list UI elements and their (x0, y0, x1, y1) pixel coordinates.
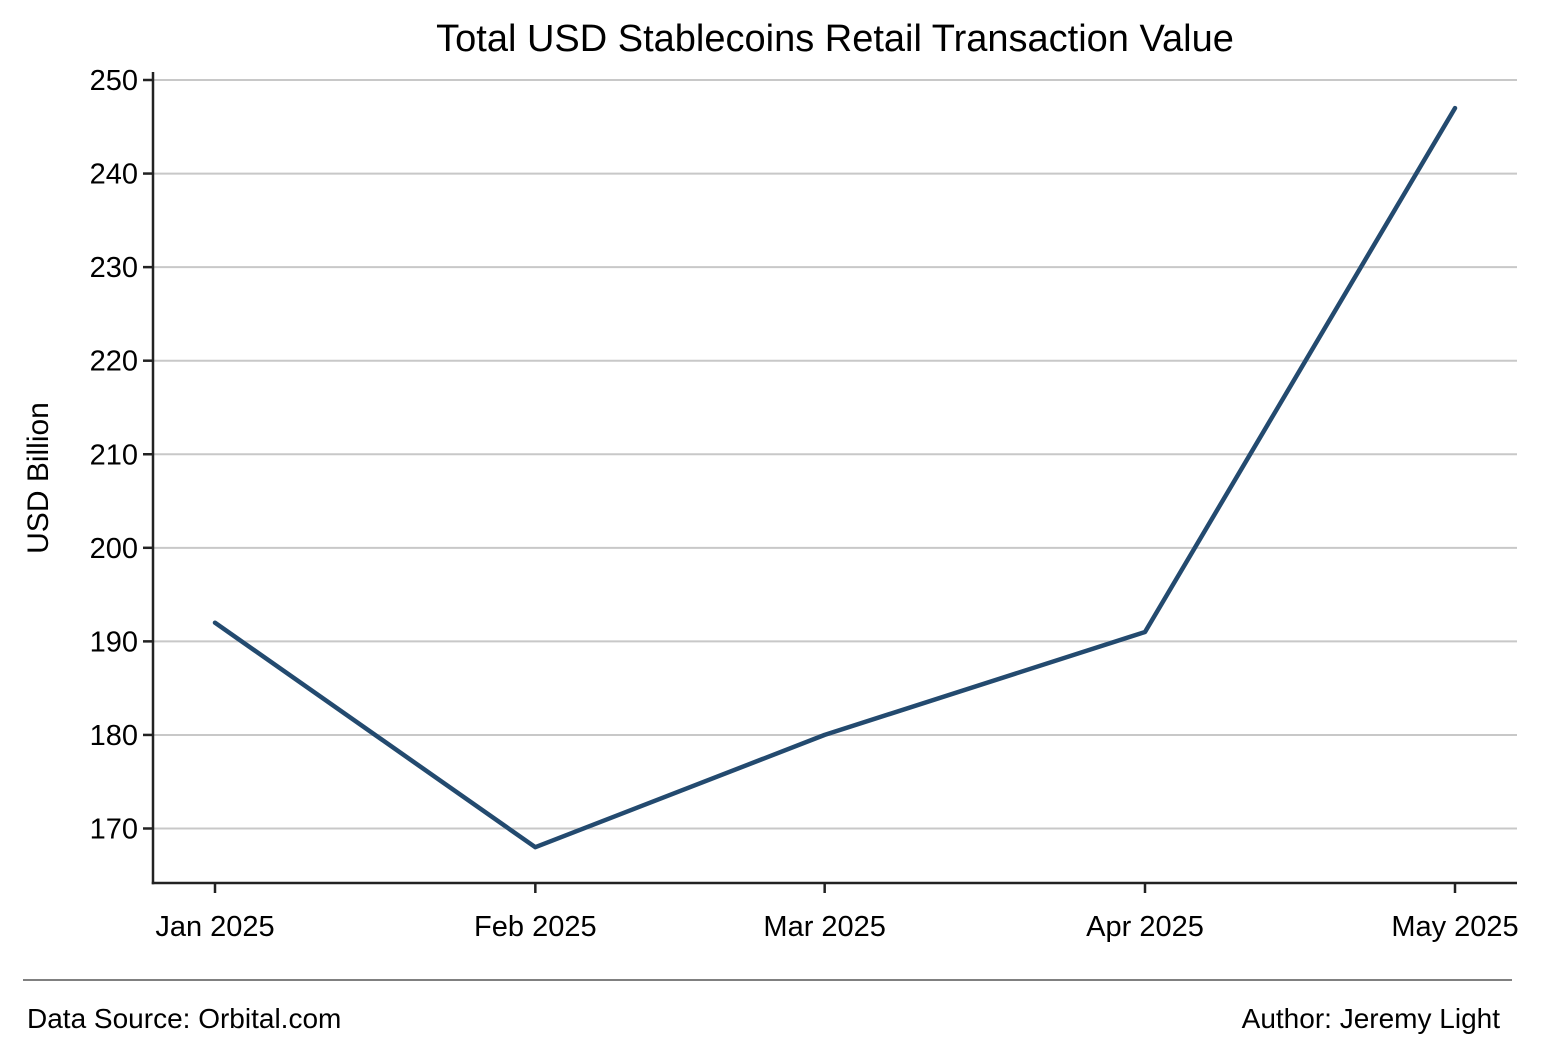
chart-title: Total USD Stablecoins Retail Transaction… (436, 18, 1234, 60)
y-tick-label: 200 (90, 533, 138, 565)
y-tick-label: 180 (90, 720, 138, 752)
y-tick-label: 240 (90, 159, 138, 191)
y-tick-label: 210 (90, 439, 138, 471)
y-tick-label: 230 (90, 252, 138, 284)
footer-divider (23, 979, 1512, 981)
x-tick-label: Apr 2025 (1086, 911, 1204, 943)
x-tick-label: Mar 2025 (763, 911, 886, 943)
x-tick-label: Feb 2025 (474, 911, 597, 943)
axes (151, 72, 1517, 885)
data-source-note: Data Source: Orbital.com (27, 1003, 342, 1034)
ticks: 170 180 190 200 210 220 230 240 250 Jan 2025 Feb 2… (90, 65, 1519, 943)
author-note: Author: Jeremy Light (1241, 1003, 1500, 1034)
y-tick-label: 190 (90, 626, 138, 658)
gridlines (153, 79, 1517, 830)
y-tick-label: 220 (90, 346, 138, 378)
series-layer (212, 105, 1458, 850)
series-line (212, 105, 1458, 850)
y-axis-label: USD Billion (22, 402, 55, 554)
x-tick-label: Jan 2025 (155, 911, 274, 943)
x-tick-label: May 2025 (1391, 911, 1518, 943)
y-tick-label: 170 (90, 814, 138, 846)
y-tick-label: 250 (90, 65, 138, 97)
